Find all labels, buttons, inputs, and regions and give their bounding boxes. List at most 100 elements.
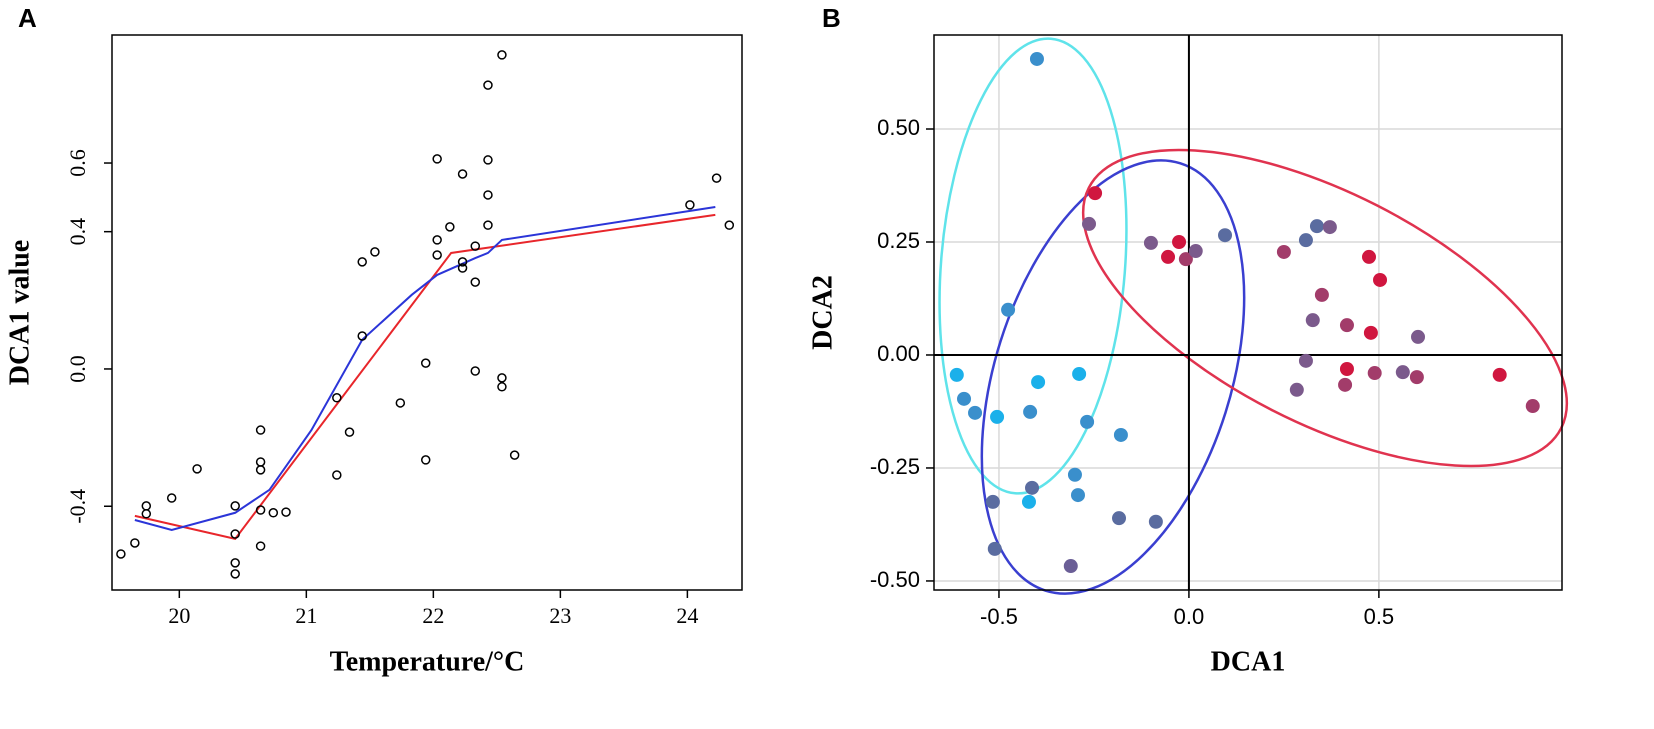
- point: [1088, 186, 1103, 201]
- point: [457, 169, 468, 179]
- y-tick-label: 0.25: [877, 228, 920, 253]
- point: [985, 494, 1000, 509]
- point: [1309, 219, 1324, 234]
- point: [1492, 367, 1507, 382]
- y-tick-label: 0.0: [65, 355, 90, 383]
- point: [166, 493, 177, 503]
- x-tick-label: 22: [422, 603, 444, 628]
- point: [1188, 244, 1203, 259]
- point: [1289, 382, 1304, 397]
- point: [1305, 313, 1320, 328]
- point: [395, 398, 406, 408]
- x-tick-label: 0.0: [1174, 604, 1205, 629]
- point: [230, 569, 240, 579]
- point: [192, 464, 202, 474]
- point: [1082, 216, 1097, 231]
- point: [357, 331, 367, 341]
- point: [957, 391, 972, 406]
- point: [497, 50, 507, 60]
- point: [255, 505, 266, 515]
- point: [497, 373, 507, 383]
- point: [255, 457, 266, 467]
- point: [445, 222, 455, 232]
- x-tick-label: 23: [549, 603, 571, 628]
- x-tick-label: 24: [676, 603, 698, 628]
- point: [1063, 559, 1078, 574]
- point: [255, 425, 266, 435]
- point: [432, 154, 442, 164]
- point: [1021, 494, 1036, 509]
- x-tick-label: 20: [168, 603, 190, 628]
- y-tick-label: -0.25: [870, 454, 920, 479]
- point: [420, 455, 431, 465]
- point: [332, 470, 342, 480]
- point: [1113, 427, 1128, 442]
- point: [1070, 488, 1085, 503]
- point: [1339, 318, 1354, 333]
- y-tick-label: -0.50: [870, 567, 920, 592]
- point: [230, 529, 240, 539]
- point: [1112, 511, 1127, 526]
- point: [420, 358, 431, 368]
- point: [1172, 234, 1187, 249]
- ellipse-red: [1081, 148, 1569, 468]
- point: [1067, 467, 1082, 482]
- point: [1143, 235, 1158, 250]
- point: [724, 220, 735, 230]
- point: [990, 409, 1005, 424]
- point: [509, 450, 520, 460]
- point: [1298, 353, 1313, 368]
- line: [134, 213, 716, 540]
- panel-label: B: [822, 3, 841, 33]
- x-axis-title: DCA1: [1211, 646, 1286, 677]
- point: [230, 501, 240, 511]
- plot-frame: [933, 34, 1563, 591]
- point: [1395, 365, 1410, 380]
- y-tick-label: -0.4: [65, 489, 90, 524]
- line: [134, 205, 716, 531]
- ellipse-blue: [980, 159, 1246, 595]
- point: [470, 366, 481, 376]
- point: [685, 200, 695, 210]
- x-axis-title: Temperature/°C: [330, 646, 525, 677]
- point: [1338, 377, 1353, 392]
- point: [432, 250, 442, 260]
- ellipse-cyan: [938, 37, 1128, 495]
- point: [470, 241, 481, 251]
- point: [949, 367, 964, 382]
- point: [1373, 272, 1388, 287]
- point: [1072, 366, 1087, 381]
- point: [281, 507, 291, 517]
- point: [370, 247, 380, 257]
- point: [483, 80, 493, 90]
- point: [1161, 249, 1176, 264]
- point: [497, 382, 507, 392]
- point: [141, 501, 152, 511]
- point: [332, 393, 342, 403]
- point: [457, 263, 468, 273]
- point: [130, 538, 140, 548]
- point: [1178, 252, 1193, 267]
- point: [483, 190, 493, 200]
- point: [1525, 399, 1540, 414]
- x-tick-label: 0.5: [1364, 604, 1395, 629]
- y-tick-label: 0.50: [877, 115, 920, 140]
- point: [344, 427, 355, 437]
- point: [1023, 404, 1038, 419]
- point: [483, 220, 493, 230]
- point: [116, 549, 126, 559]
- point: [1276, 244, 1291, 259]
- point: [987, 541, 1002, 556]
- point: [1409, 370, 1424, 385]
- point: [268, 508, 279, 518]
- point: [432, 235, 442, 245]
- point: [1148, 514, 1163, 529]
- point: [1367, 366, 1382, 381]
- point: [1322, 220, 1337, 235]
- point: [230, 558, 240, 568]
- x-tick-label: -0.5: [980, 604, 1018, 629]
- y-tick-label: 0.6: [65, 149, 90, 177]
- plot-frame: [111, 34, 743, 591]
- point: [470, 277, 481, 287]
